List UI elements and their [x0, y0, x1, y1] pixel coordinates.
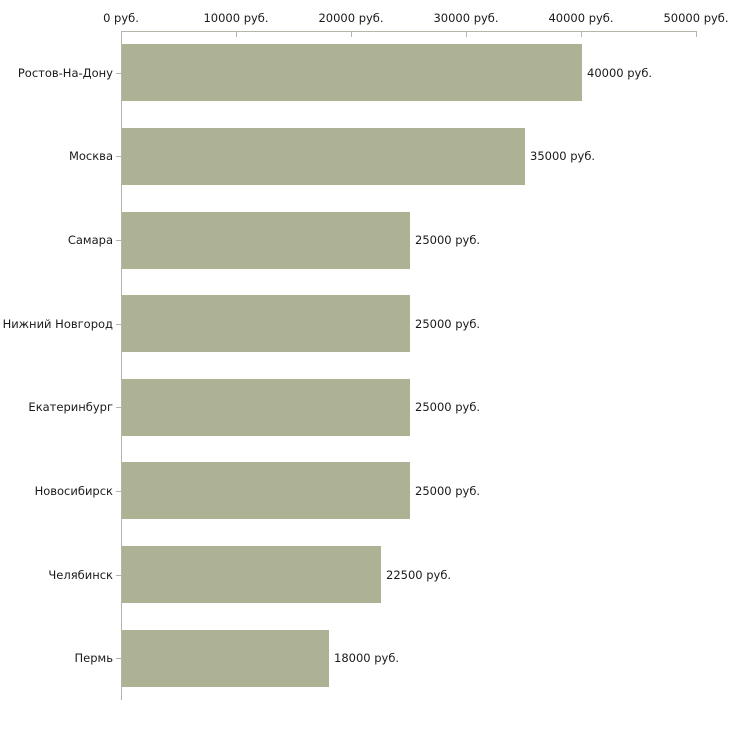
x-axis-tick [121, 31, 122, 37]
y-axis-tick [116, 73, 121, 74]
x-axis-tick-label: 30000 руб. [433, 11, 499, 25]
category-label: Челябинск [48, 568, 113, 582]
bar[interactable] [122, 379, 410, 436]
y-axis-tick [116, 575, 121, 576]
bar-value-label: 35000 руб. [530, 149, 596, 163]
bar[interactable] [122, 546, 381, 603]
x-axis-tick [696, 31, 697, 37]
bar-value-label: 18000 руб. [334, 651, 400, 665]
bar-value-label: 25000 руб. [415, 484, 481, 498]
bar[interactable] [122, 212, 410, 269]
bar[interactable] [122, 295, 410, 352]
x-axis-tick-label: 40000 руб. [548, 11, 614, 25]
x-axis-tick-label: 0 руб. [103, 11, 139, 25]
x-axis-tick [466, 31, 467, 37]
y-axis-tick [116, 407, 121, 408]
category-label: Пермь [74, 651, 113, 665]
y-axis-line [121, 31, 122, 700]
bar-value-label: 22500 руб. [386, 568, 452, 582]
y-axis-tick [116, 156, 121, 157]
y-axis-tick [116, 658, 121, 659]
y-axis-tick [116, 324, 121, 325]
bar-value-label: 25000 руб. [415, 317, 481, 331]
y-axis-tick [116, 240, 121, 241]
category-label: Екатеринбург [28, 400, 113, 414]
x-axis-tick [581, 31, 582, 37]
category-label: Самара [67, 233, 113, 247]
x-axis-tick-label: 20000 руб. [318, 11, 384, 25]
bar-value-label: 40000 руб. [587, 66, 653, 80]
bar[interactable] [122, 630, 329, 687]
x-axis-tick-label: 50000 руб. [663, 11, 729, 25]
bar-value-label: 25000 руб. [415, 233, 481, 247]
x-axis-tick [351, 31, 352, 37]
category-label: Москва [68, 149, 113, 163]
category-label: Нижний Новгород [2, 317, 113, 331]
y-axis-tick [116, 491, 121, 492]
category-label: Новосибирск [34, 484, 113, 498]
x-axis-tick-label: 10000 руб. [203, 11, 269, 25]
x-axis-line [121, 31, 696, 32]
bar[interactable] [122, 44, 582, 101]
bar[interactable] [122, 462, 410, 519]
bar-value-label: 25000 руб. [415, 400, 481, 414]
bar[interactable] [122, 128, 525, 185]
category-label: Ростов-На-Дону [17, 66, 113, 80]
x-axis-tick [236, 31, 237, 37]
